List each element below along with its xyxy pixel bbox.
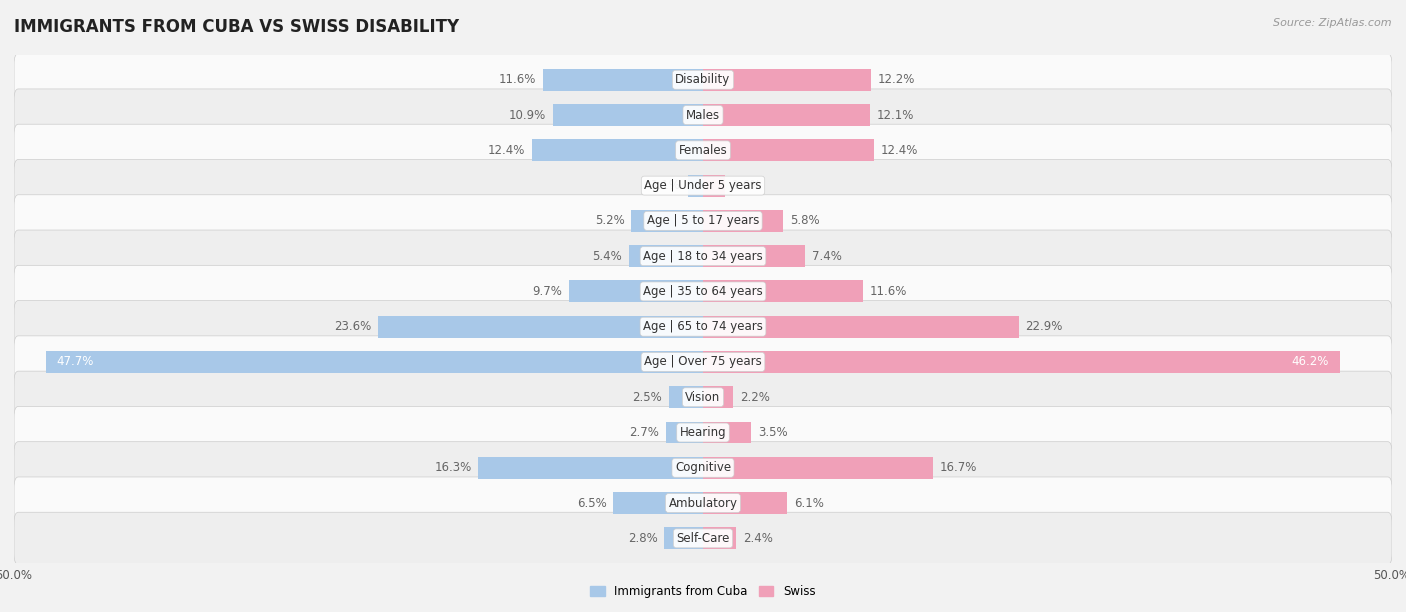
FancyBboxPatch shape bbox=[14, 89, 1392, 141]
Bar bbox=[703, 528, 737, 550]
Text: 12.1%: 12.1% bbox=[876, 108, 914, 122]
Text: 1.6%: 1.6% bbox=[733, 179, 762, 192]
Bar bbox=[553, 104, 703, 126]
Text: 2.4%: 2.4% bbox=[742, 532, 773, 545]
FancyBboxPatch shape bbox=[14, 512, 1392, 564]
Bar bbox=[703, 140, 875, 161]
Bar bbox=[688, 174, 703, 196]
Bar bbox=[378, 316, 703, 338]
FancyBboxPatch shape bbox=[14, 195, 1392, 247]
Text: Disability: Disability bbox=[675, 73, 731, 86]
Bar bbox=[46, 351, 703, 373]
Bar bbox=[478, 457, 703, 479]
FancyBboxPatch shape bbox=[14, 442, 1392, 494]
FancyBboxPatch shape bbox=[14, 160, 1392, 212]
Text: 5.4%: 5.4% bbox=[592, 250, 621, 263]
Text: Age | 35 to 64 years: Age | 35 to 64 years bbox=[643, 285, 763, 298]
Text: 12.4%: 12.4% bbox=[488, 144, 526, 157]
Text: 11.6%: 11.6% bbox=[499, 73, 536, 86]
FancyBboxPatch shape bbox=[14, 477, 1392, 529]
Bar bbox=[665, 528, 703, 550]
Text: 2.7%: 2.7% bbox=[628, 426, 659, 439]
Text: Age | 65 to 74 years: Age | 65 to 74 years bbox=[643, 320, 763, 333]
Text: 2.8%: 2.8% bbox=[628, 532, 658, 545]
FancyBboxPatch shape bbox=[14, 300, 1392, 353]
Text: 16.7%: 16.7% bbox=[941, 461, 977, 474]
Text: Self-Care: Self-Care bbox=[676, 532, 730, 545]
Bar bbox=[569, 280, 703, 302]
Text: Females: Females bbox=[679, 144, 727, 157]
Text: Vision: Vision bbox=[685, 390, 721, 404]
Bar bbox=[703, 457, 934, 479]
FancyBboxPatch shape bbox=[14, 54, 1392, 106]
Text: Hearing: Hearing bbox=[679, 426, 727, 439]
Text: 47.7%: 47.7% bbox=[56, 356, 94, 368]
Text: 7.4%: 7.4% bbox=[811, 250, 842, 263]
Text: Males: Males bbox=[686, 108, 720, 122]
Text: 22.9%: 22.9% bbox=[1025, 320, 1063, 333]
Text: Age | 18 to 34 years: Age | 18 to 34 years bbox=[643, 250, 763, 263]
Bar bbox=[703, 104, 870, 126]
Bar bbox=[703, 245, 806, 267]
Bar bbox=[631, 210, 703, 232]
Text: 6.5%: 6.5% bbox=[576, 496, 606, 510]
Bar bbox=[703, 280, 863, 302]
Bar bbox=[628, 245, 703, 267]
Text: 23.6%: 23.6% bbox=[333, 320, 371, 333]
Legend: Immigrants from Cuba, Swiss: Immigrants from Cuba, Swiss bbox=[586, 580, 820, 603]
Bar bbox=[703, 422, 751, 444]
Bar bbox=[703, 316, 1018, 338]
Bar bbox=[703, 386, 734, 408]
Bar bbox=[543, 69, 703, 91]
Text: 2.2%: 2.2% bbox=[740, 390, 770, 404]
Bar bbox=[703, 69, 872, 91]
FancyBboxPatch shape bbox=[14, 406, 1392, 458]
FancyBboxPatch shape bbox=[14, 371, 1392, 424]
Text: 46.2%: 46.2% bbox=[1291, 356, 1329, 368]
Text: 5.8%: 5.8% bbox=[790, 214, 820, 228]
Text: Age | Over 75 years: Age | Over 75 years bbox=[644, 356, 762, 368]
Text: Age | Under 5 years: Age | Under 5 years bbox=[644, 179, 762, 192]
Bar bbox=[703, 174, 725, 196]
Bar bbox=[613, 492, 703, 514]
Text: 9.7%: 9.7% bbox=[533, 285, 562, 298]
Bar bbox=[703, 492, 787, 514]
Text: IMMIGRANTS FROM CUBA VS SWISS DISABILITY: IMMIGRANTS FROM CUBA VS SWISS DISABILITY bbox=[14, 18, 460, 36]
Bar bbox=[669, 386, 703, 408]
FancyBboxPatch shape bbox=[14, 336, 1392, 388]
FancyBboxPatch shape bbox=[14, 124, 1392, 176]
Text: 11.6%: 11.6% bbox=[870, 285, 907, 298]
Bar bbox=[531, 140, 703, 161]
Bar bbox=[666, 422, 703, 444]
FancyBboxPatch shape bbox=[14, 266, 1392, 318]
Bar bbox=[703, 351, 1340, 373]
Text: 12.4%: 12.4% bbox=[880, 144, 918, 157]
Text: 10.9%: 10.9% bbox=[509, 108, 546, 122]
Text: Ambulatory: Ambulatory bbox=[668, 496, 738, 510]
Text: 2.5%: 2.5% bbox=[631, 390, 662, 404]
Text: 12.2%: 12.2% bbox=[877, 73, 915, 86]
Text: 5.2%: 5.2% bbox=[595, 214, 624, 228]
Text: 6.1%: 6.1% bbox=[794, 496, 824, 510]
Bar bbox=[703, 210, 783, 232]
Text: Source: ZipAtlas.com: Source: ZipAtlas.com bbox=[1274, 18, 1392, 28]
Text: Cognitive: Cognitive bbox=[675, 461, 731, 474]
FancyBboxPatch shape bbox=[14, 230, 1392, 282]
Text: Age | 5 to 17 years: Age | 5 to 17 years bbox=[647, 214, 759, 228]
Text: 16.3%: 16.3% bbox=[434, 461, 471, 474]
Text: 3.5%: 3.5% bbox=[758, 426, 787, 439]
Text: 1.1%: 1.1% bbox=[651, 179, 681, 192]
